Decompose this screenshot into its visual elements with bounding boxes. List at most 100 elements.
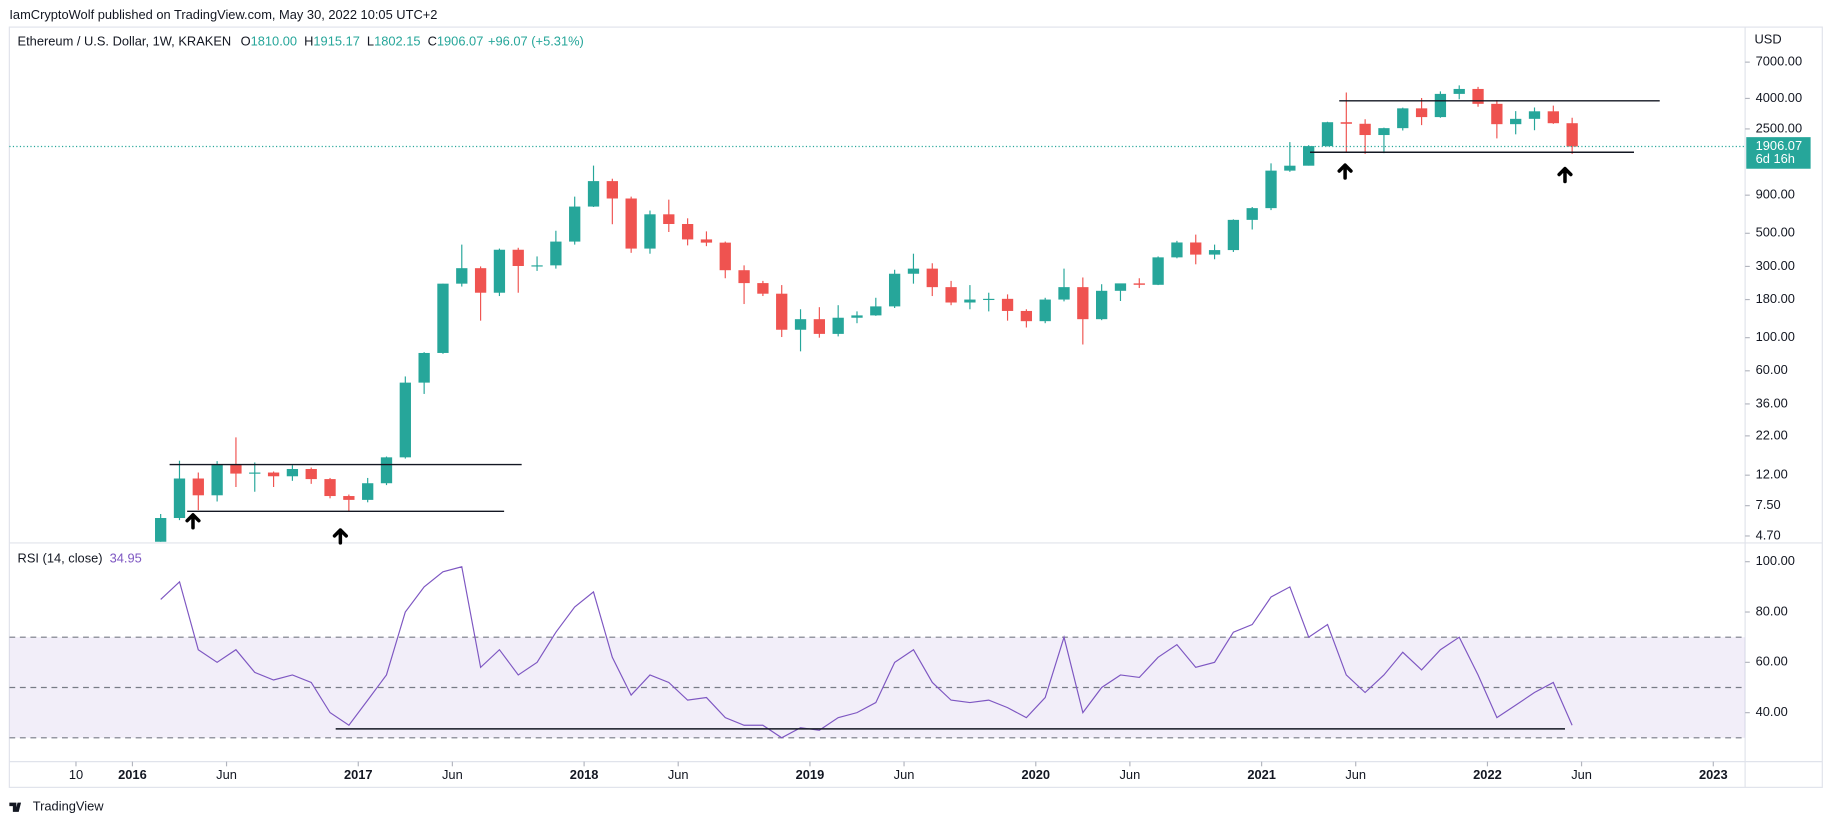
candle-body: [1510, 118, 1522, 125]
candle-body: [418, 352, 430, 383]
candle-body: [305, 469, 317, 480]
y-tick-label: 12.00: [1756, 467, 1788, 482]
x-tick-label: 2022: [1473, 767, 1502, 782]
ohlc-value: 1802.15: [374, 34, 420, 49]
candle-body: [437, 283, 449, 353]
candle-body: [343, 496, 355, 500]
y-tick-label: 900.00: [1756, 187, 1795, 202]
candle-body: [1001, 298, 1014, 311]
y-tick-label: 2500.00: [1756, 120, 1802, 135]
candle-body: [738, 270, 750, 284]
ohlc-label: H: [304, 34, 313, 49]
candle-body: [512, 249, 524, 266]
x-tick-label: 2019: [796, 767, 825, 782]
frame: [8, 26, 1823, 788]
candle-body: [1058, 287, 1070, 300]
candle-body: [230, 464, 242, 474]
candle-body: [399, 382, 411, 458]
candle-body: [813, 319, 826, 334]
rsi-value: 34.95: [110, 551, 142, 566]
candle-body: [1265, 170, 1277, 209]
x-tick-label: Jun: [668, 767, 689, 782]
candle-body: [851, 315, 863, 318]
currency: USD: [1754, 31, 1781, 46]
candle-body: [267, 472, 280, 477]
ohlc-label: O: [241, 34, 251, 49]
candle-body: [1378, 128, 1390, 136]
y-tick-label: 4000.00: [1756, 90, 1802, 105]
x-tick-label: 2017: [344, 767, 373, 782]
x-tick-label: Jun: [1345, 767, 1366, 782]
candle-body: [155, 518, 167, 542]
candle-body: [870, 306, 882, 316]
candle-body: [1114, 283, 1127, 291]
x-tick-label: Jun: [1120, 767, 1141, 782]
candle-body: [644, 214, 656, 249]
candle-body: [1434, 93, 1447, 118]
candle-body: [1020, 310, 1033, 322]
y-tick-label: 22.00: [1756, 427, 1788, 442]
candle-body: [1321, 122, 1334, 147]
y-tick-label: 300.00: [1756, 258, 1795, 273]
ohlc-value: 1906.07: [437, 34, 483, 49]
annotations: [169, 100, 1660, 730]
candle-body: [550, 241, 562, 266]
candle-body: [1340, 122, 1352, 124]
price-tag-countdown: 6d 16h: [1756, 151, 1795, 166]
arrow: [1557, 166, 1573, 184]
candle-body: [606, 181, 618, 199]
symbol-header: Ethereum / U.S. Dollar, 1W, KRAKEN O1810.…: [18, 34, 584, 49]
y-tick-label: 500.00: [1756, 225, 1795, 240]
ohlc-label: C: [428, 34, 437, 49]
candle-body: [794, 319, 807, 330]
y-tick-label: 7.50: [1756, 497, 1781, 512]
arrows: [185, 163, 1573, 545]
y-tick-label: 100.00: [1756, 329, 1795, 344]
candle-body: [1472, 88, 1484, 104]
candle-body: [249, 472, 261, 474]
candle-body: [888, 273, 901, 307]
x-tick-label: 2020: [1021, 767, 1050, 782]
candle-body: [1039, 299, 1051, 322]
candle-body: [1303, 146, 1315, 166]
y-tick-label: 80.00: [1756, 603, 1788, 618]
x-tick-label: 2018: [570, 767, 599, 782]
ohlc-value: 1915.17: [313, 34, 359, 49]
candle-body: [1227, 219, 1240, 251]
candle-body: [286, 469, 299, 477]
candle-body: [324, 479, 336, 497]
candle-body: [1453, 88, 1465, 94]
candle-body: [1152, 257, 1164, 285]
x-tick-label: Jun: [1571, 767, 1592, 782]
candle-body: [1397, 108, 1409, 129]
y-tick-label: 100.00: [1756, 553, 1795, 568]
candle-body: [964, 299, 976, 303]
arrow: [185, 513, 201, 530]
symbol-title: Ethereum / U.S. Dollar, 1W, KRAKEN: [18, 34, 232, 49]
y-tick-label: 180.00: [1756, 291, 1795, 306]
price-pane: [155, 85, 1578, 542]
candle-body: [832, 317, 844, 334]
candle-body: [1077, 287, 1089, 320]
rsi-pane: [9, 566, 1746, 739]
candle-body: [1284, 165, 1296, 171]
candle-body: [700, 239, 713, 243]
arrow: [1337, 163, 1353, 180]
rsi-line: [160, 566, 1573, 739]
y-tick-label: 60.00: [1756, 362, 1788, 377]
candle-body: [757, 283, 769, 294]
price-tag-value: 1906.07: [1756, 138, 1802, 153]
candle-body: [456, 268, 468, 284]
y-tick-label: 36.00: [1756, 395, 1788, 410]
candle-body: [1547, 111, 1559, 124]
footer: TradingView: [33, 799, 104, 814]
logo-mark: [9, 802, 22, 812]
candle-body: [907, 268, 920, 274]
candle-body: [1359, 123, 1371, 136]
y-tick-label: 60.00: [1756, 654, 1788, 669]
publisher: IamCryptoWolf published on TradingView.c…: [9, 7, 437, 22]
candle-body: [1190, 242, 1202, 255]
arrow: [332, 528, 348, 545]
